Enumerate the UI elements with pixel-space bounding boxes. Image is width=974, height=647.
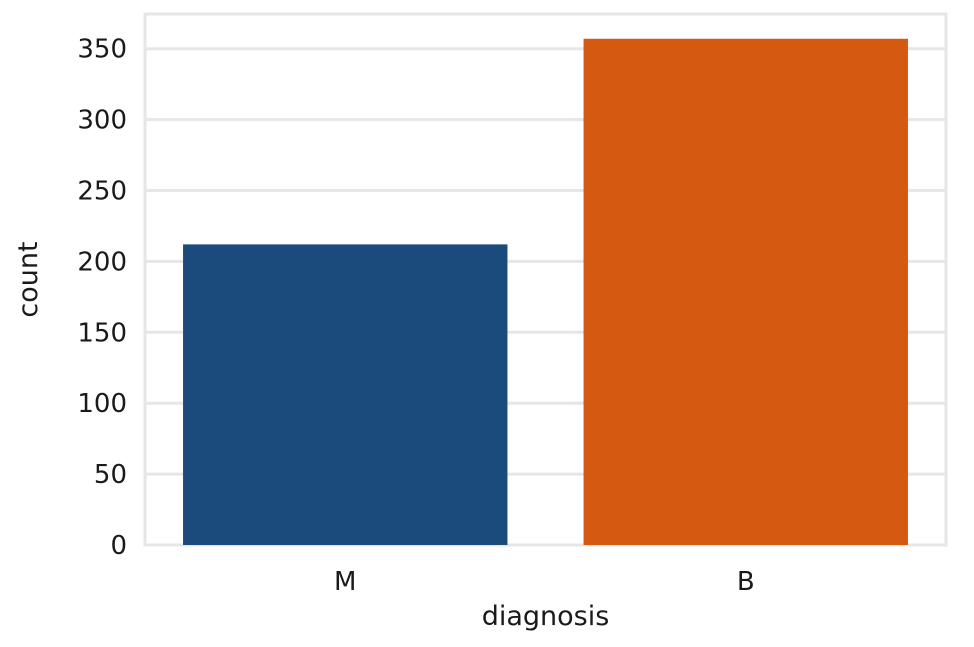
x-tick-label: M: [334, 567, 356, 597]
y-tick-label: 0: [110, 531, 127, 561]
y-axis-title: count: [13, 241, 44, 317]
bar-M: [183, 244, 508, 545]
bars: [183, 38, 908, 546]
bar-B: [583, 38, 908, 546]
y-tick-label: 100: [77, 389, 127, 419]
y-tick-label: 200: [77, 247, 127, 277]
y-tick-label: 150: [77, 318, 127, 348]
x-axis-title: diagnosis: [482, 601, 610, 632]
y-tick-label: 50: [94, 460, 127, 490]
x-tick-label: B: [737, 567, 755, 597]
y-tick-label: 350: [77, 35, 127, 65]
y-tick-label: 300: [77, 106, 127, 136]
y-tick-labels: 0 50 100 150 200 250 300 350: [77, 35, 127, 561]
plot-area-frame: [143, 12, 948, 547]
y-tick-label: 250: [77, 177, 127, 207]
